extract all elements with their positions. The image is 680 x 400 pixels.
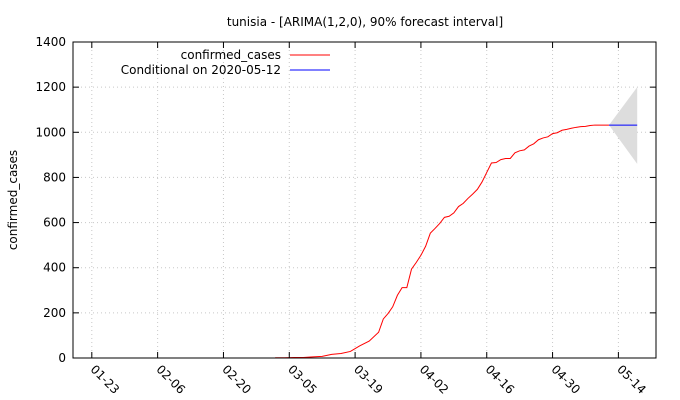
y-tick-label: 1000	[35, 125, 66, 139]
y-tick-label: 1400	[35, 35, 66, 49]
y-tick-label: 0	[58, 351, 66, 365]
y-tick-label: 400	[43, 261, 66, 275]
y-tick-label: 200	[43, 306, 66, 320]
legend-label: confirmed_cases	[181, 48, 281, 62]
y-tick-label: 800	[43, 170, 66, 184]
legend-label: Conditional on 2020-05-12	[121, 63, 281, 77]
plot-frame	[72, 41, 657, 359]
y-tick-label: 1200	[35, 80, 66, 94]
confirmed-cases-line	[275, 124, 609, 359]
series-lines	[275, 124, 638, 359]
y-tick-label: 600	[43, 216, 66, 230]
y-axis-label: confirmed_cases	[6, 150, 20, 250]
chart-title: tunisia - [ARIMA(1,2,0), 90% forecast in…	[227, 15, 503, 29]
grid	[73, 42, 656, 358]
